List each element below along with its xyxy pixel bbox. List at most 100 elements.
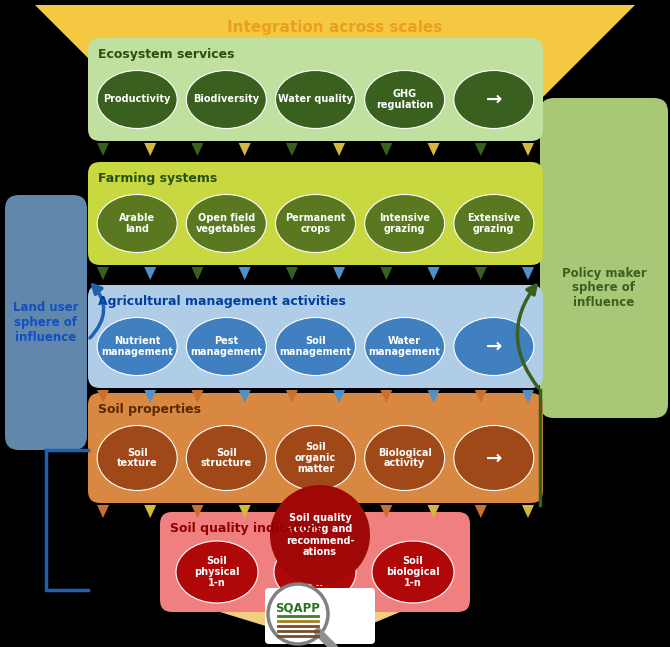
Ellipse shape (97, 426, 177, 490)
Polygon shape (220, 612, 400, 635)
Polygon shape (427, 267, 440, 280)
Polygon shape (427, 505, 440, 518)
Polygon shape (286, 143, 298, 156)
Polygon shape (35, 5, 635, 100)
Polygon shape (286, 505, 298, 518)
Ellipse shape (275, 426, 356, 490)
FancyBboxPatch shape (88, 162, 543, 265)
Polygon shape (522, 390, 534, 403)
FancyBboxPatch shape (88, 393, 543, 503)
Ellipse shape (364, 426, 445, 490)
Text: →: → (486, 90, 502, 109)
Polygon shape (239, 267, 251, 280)
Text: Soil
chemical
1-n: Soil chemical 1-n (291, 556, 339, 588)
Polygon shape (427, 390, 440, 403)
Polygon shape (192, 143, 204, 156)
Polygon shape (144, 390, 156, 403)
Ellipse shape (97, 318, 177, 375)
Text: Water
management: Water management (369, 336, 441, 357)
Polygon shape (192, 390, 204, 403)
Text: Policy maker
sphere of
influence: Policy maker sphere of influence (561, 267, 647, 309)
Circle shape (270, 485, 370, 585)
Ellipse shape (364, 318, 445, 375)
Polygon shape (333, 143, 345, 156)
Text: Extensive
grazing: Extensive grazing (467, 213, 521, 234)
Polygon shape (144, 143, 156, 156)
Polygon shape (333, 390, 345, 403)
Text: Open field
vegetables: Open field vegetables (196, 213, 257, 234)
FancyBboxPatch shape (160, 512, 470, 612)
Ellipse shape (454, 426, 534, 490)
Text: Water quality: Water quality (278, 94, 353, 105)
Text: SQAPP: SQAPP (275, 602, 320, 615)
Text: Intensive
grazing: Intensive grazing (379, 213, 430, 234)
Text: Productivity: Productivity (103, 94, 171, 105)
Text: →: → (486, 448, 502, 468)
Polygon shape (475, 267, 487, 280)
Ellipse shape (275, 71, 356, 129)
FancyBboxPatch shape (540, 98, 668, 418)
Text: Soil properties: Soil properties (98, 403, 201, 416)
Polygon shape (97, 267, 109, 280)
FancyBboxPatch shape (5, 195, 87, 450)
Text: Land user
sphere of
influence: Land user sphere of influence (13, 301, 79, 344)
Text: Soil
organic
matter: Soil organic matter (295, 442, 336, 474)
Text: Soil quality indicators: Soil quality indicators (170, 522, 323, 535)
Text: Farming systems: Farming systems (98, 172, 217, 185)
Text: Soil
management: Soil management (279, 336, 352, 357)
Polygon shape (239, 390, 251, 403)
Ellipse shape (176, 541, 258, 603)
Polygon shape (381, 390, 393, 403)
FancyBboxPatch shape (88, 285, 543, 388)
Ellipse shape (372, 541, 454, 603)
Ellipse shape (186, 318, 267, 375)
Polygon shape (286, 390, 298, 403)
Text: Integration across scales: Integration across scales (227, 20, 443, 35)
Polygon shape (239, 143, 251, 156)
Ellipse shape (364, 71, 445, 129)
Text: →: → (486, 337, 502, 356)
Ellipse shape (454, 71, 534, 129)
Ellipse shape (275, 318, 356, 375)
Polygon shape (333, 267, 345, 280)
Ellipse shape (454, 318, 534, 375)
Ellipse shape (275, 195, 356, 252)
Ellipse shape (364, 195, 445, 252)
Text: GHG
regulation: GHG regulation (376, 89, 433, 110)
Ellipse shape (186, 71, 267, 129)
Polygon shape (286, 267, 298, 280)
Ellipse shape (97, 71, 177, 129)
Circle shape (268, 584, 328, 644)
Polygon shape (97, 505, 109, 518)
Text: Soil
texture: Soil texture (117, 448, 157, 468)
FancyArrowPatch shape (90, 285, 104, 338)
Text: Pest
management: Pest management (190, 336, 262, 357)
Text: Arable
land: Arable land (119, 213, 155, 234)
Polygon shape (333, 505, 345, 518)
Polygon shape (522, 267, 534, 280)
Polygon shape (192, 505, 204, 518)
FancyArrowPatch shape (517, 285, 538, 388)
Polygon shape (381, 267, 393, 280)
Polygon shape (144, 267, 156, 280)
Text: Ecosystem services: Ecosystem services (98, 48, 234, 61)
Polygon shape (192, 267, 204, 280)
Text: Nutrient
management: Nutrient management (101, 336, 173, 357)
Polygon shape (522, 143, 534, 156)
Polygon shape (144, 505, 156, 518)
Text: Permanent
crops: Permanent crops (285, 213, 346, 234)
Polygon shape (381, 143, 393, 156)
Polygon shape (475, 390, 487, 403)
Polygon shape (522, 505, 534, 518)
Ellipse shape (274, 541, 356, 603)
Text: Soil
biological
1-n: Soil biological 1-n (386, 556, 440, 588)
Ellipse shape (454, 195, 534, 252)
Ellipse shape (186, 426, 267, 490)
Polygon shape (427, 143, 440, 156)
Text: Biodiversity: Biodiversity (193, 94, 259, 105)
Polygon shape (239, 505, 251, 518)
Ellipse shape (97, 195, 177, 252)
Polygon shape (97, 390, 109, 403)
Polygon shape (97, 143, 109, 156)
Ellipse shape (186, 195, 267, 252)
